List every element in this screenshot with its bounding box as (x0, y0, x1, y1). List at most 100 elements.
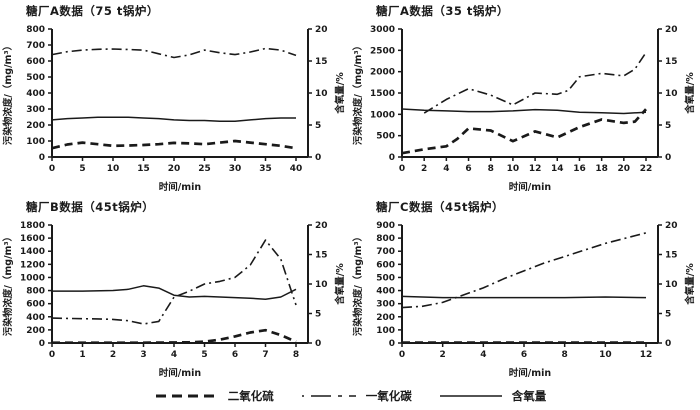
svg-text:400: 400 (376, 287, 395, 297)
legend: 二氧化硫 一氧化碳 含氧量 (0, 382, 700, 410)
svg-text:500: 500 (26, 73, 45, 83)
svg-text:时间/min: 时间/min (509, 367, 552, 379)
svg-text:600: 600 (26, 300, 45, 310)
svg-text:15: 15 (315, 251, 328, 261)
chart-factory-a-75t: 糖厂A数据（75 t锅炉） 0 100 200 300 400 500 600 700 800 0… (0, 0, 350, 196)
svg-text:14: 14 (551, 164, 564, 174)
solid-line-icon (439, 395, 502, 397)
svg-text:1500: 1500 (370, 89, 395, 99)
svg-text:400: 400 (26, 313, 45, 323)
svg-text:0: 0 (665, 339, 671, 349)
svg-text:20: 20 (665, 25, 678, 35)
chart-title: 糖厂A数据（75 t锅炉） (26, 4, 159, 18)
svg-text:含氧量/%: 含氧量/% (334, 263, 346, 306)
svg-text:900: 900 (376, 221, 395, 231)
svg-text:1400: 1400 (20, 247, 45, 257)
svg-text:0: 0 (315, 153, 321, 163)
svg-text:8: 8 (488, 164, 494, 174)
svg-text:时间/min: 时间/min (509, 181, 552, 193)
svg-text:400: 400 (26, 89, 45, 99)
chart-plot-factory-b-45t: 0200400600800100012001400160018000510152… (2, 221, 346, 379)
svg-text:8: 8 (293, 350, 299, 360)
svg-text:600: 600 (26, 57, 45, 67)
svg-text:6: 6 (232, 350, 238, 360)
svg-text:3000: 3000 (370, 25, 395, 35)
svg-text:1000: 1000 (20, 273, 45, 283)
svg-text:500: 500 (376, 132, 395, 142)
svg-text:40: 40 (290, 164, 303, 174)
svg-text:8: 8 (562, 350, 568, 360)
svg-text:0: 0 (39, 153, 45, 163)
svg-text:20: 20 (315, 25, 328, 35)
svg-text:含氧量/%: 含氧量/% (684, 263, 696, 306)
svg-text:10: 10 (599, 350, 612, 360)
svg-text:0: 0 (49, 350, 55, 360)
svg-text:2000: 2000 (370, 68, 395, 78)
svg-text:2500: 2500 (370, 46, 395, 56)
svg-text:6: 6 (521, 350, 527, 360)
legend-label-co: 一氧化碳 (365, 389, 412, 403)
svg-text:700: 700 (376, 247, 395, 257)
svg-text:20: 20 (168, 164, 181, 174)
svg-text:200: 200 (376, 313, 395, 323)
svg-text:20: 20 (618, 164, 631, 174)
svg-text:5: 5 (665, 310, 671, 320)
svg-text:时间/min: 时间/min (159, 181, 202, 193)
svg-text:10: 10 (665, 89, 678, 99)
svg-text:污染物浓度/（mg/m³）: 污染物浓度/（mg/m³） (2, 232, 14, 336)
legend-label-so2: 二氧化硫 (227, 389, 274, 403)
svg-text:200: 200 (26, 121, 45, 131)
svg-text:100: 100 (26, 137, 45, 147)
svg-text:1200: 1200 (20, 260, 45, 270)
svg-text:7: 7 (262, 350, 268, 360)
svg-text:10: 10 (507, 164, 520, 174)
svg-text:300: 300 (376, 300, 395, 310)
legend-label-o2: 含氧量 (511, 389, 547, 403)
svg-text:1: 1 (79, 350, 85, 360)
svg-text:5: 5 (315, 121, 321, 131)
svg-text:3: 3 (140, 350, 146, 360)
legend-item-so2: 二氧化硫 (154, 388, 274, 404)
svg-text:15: 15 (665, 251, 678, 261)
svg-text:含氧量/%: 含氧量/% (334, 72, 346, 115)
svg-text:0: 0 (389, 153, 395, 163)
svg-text:4: 4 (171, 350, 177, 360)
svg-text:20: 20 (315, 221, 328, 231)
svg-text:2: 2 (421, 164, 427, 174)
svg-text:0: 0 (389, 339, 395, 349)
svg-text:时间/min: 时间/min (159, 367, 202, 379)
chart-title: 糖厂C数据（45t锅炉） (376, 200, 504, 214)
svg-text:0: 0 (399, 164, 405, 174)
chart-factory-a-35t: 糖厂A数据（35 t锅炉） 0 500 1000 1500 2000 2500 3000 0 5… (350, 0, 700, 196)
svg-text:10: 10 (665, 280, 678, 290)
svg-text:10: 10 (107, 164, 120, 174)
svg-text:500: 500 (376, 273, 395, 283)
svg-text:35: 35 (259, 164, 272, 174)
svg-text:6: 6 (465, 164, 471, 174)
svg-text:800: 800 (376, 234, 395, 244)
legend-item-o2: 含氧量 (438, 388, 547, 404)
svg-text:含氧量/%: 含氧量/% (684, 72, 696, 115)
dashed-line-icon (155, 394, 218, 398)
svg-text:5: 5 (665, 121, 671, 131)
svg-text:25: 25 (198, 164, 211, 174)
svg-text:300: 300 (26, 105, 45, 115)
svg-text:1000: 1000 (370, 110, 395, 120)
svg-text:10: 10 (315, 89, 328, 99)
svg-text:15: 15 (315, 57, 328, 67)
svg-text:16: 16 (573, 164, 586, 174)
svg-text:5: 5 (79, 164, 85, 174)
svg-text:12: 12 (529, 164, 542, 174)
svg-text:18: 18 (595, 164, 608, 174)
svg-text:700: 700 (26, 41, 45, 51)
svg-text:200: 200 (26, 326, 45, 336)
chart-title: 糖厂B数据（45t锅炉） (26, 200, 155, 214)
chart-factory-b-45t: 糖厂B数据（45t锅炉） 0 200 400 600 800 1000 1200 1400 16… (0, 196, 350, 382)
svg-text:5: 5 (315, 310, 321, 320)
svg-text:污染物浓度/（mg/m³）: 污染物浓度/（mg/m³） (352, 232, 364, 336)
svg-text:污染物浓度/（mg/m³）: 污染物浓度/（mg/m³） (2, 41, 14, 145)
chart-title: 糖厂A数据（35 t锅炉） (376, 4, 509, 18)
svg-text:1800: 1800 (20, 221, 45, 231)
legend-item-co: 一氧化碳 (300, 388, 412, 404)
